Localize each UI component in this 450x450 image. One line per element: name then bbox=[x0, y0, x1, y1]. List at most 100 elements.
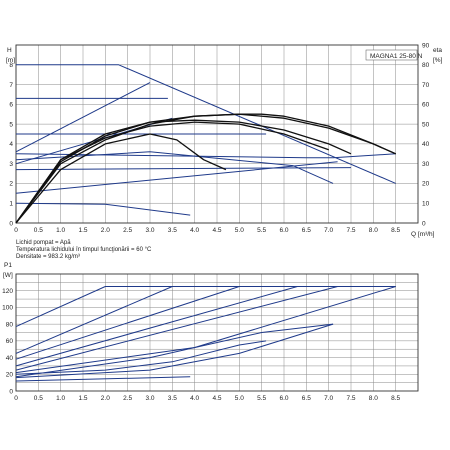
top-y2-tick-label: 10 bbox=[422, 201, 430, 208]
top-y2-tick-label: 80 bbox=[422, 62, 430, 69]
top-x-tick-label: 3.0 bbox=[145, 227, 154, 234]
top-x-label: Q [m³/h] bbox=[411, 231, 435, 238]
top-y-tick-label: 5 bbox=[9, 121, 13, 128]
top-y-tick-label: 0 bbox=[9, 220, 13, 227]
bottom-y-label: P1 bbox=[4, 262, 12, 269]
head-curve bbox=[15, 153, 396, 159]
power-curve bbox=[15, 323, 334, 378]
top-chart-series bbox=[15, 64, 396, 224]
top-y-tick-label: 1 bbox=[9, 201, 13, 208]
power-curve bbox=[15, 286, 173, 354]
top-x-tick-label: 2.0 bbox=[101, 227, 110, 234]
bottom-chart-ticks: 0 0.5 1.0 1.5 2.0 2.5 3.0 3.5 4.0 4.5 5.0 5.5 6.0 6.5… bbox=[2, 288, 400, 402]
top-x-tick-label: 5.5 bbox=[257, 227, 266, 234]
top-y-tick-label: 4 bbox=[9, 141, 13, 148]
power-curve bbox=[15, 286, 298, 367]
bottom-x-tick-label: 8.5 bbox=[391, 395, 400, 402]
bottom-x-tick-label: 0 bbox=[14, 395, 18, 402]
efficiency-curve bbox=[15, 113, 396, 224]
top-x-tick-label: 4.5 bbox=[212, 227, 221, 234]
bottom-x-tick-label: 4.0 bbox=[190, 395, 199, 402]
efficiency-curve bbox=[15, 133, 227, 224]
bottom-x-tick-label: 2.5 bbox=[123, 395, 132, 402]
power-curve bbox=[15, 376, 191, 382]
top-y2-tick-label: 20 bbox=[422, 181, 430, 188]
bottom-y-tick-label: 20 bbox=[6, 372, 14, 379]
bottom-x-tick-label: 2.0 bbox=[101, 395, 110, 402]
bottom-x-tick-label: 0.5 bbox=[34, 395, 43, 402]
top-x-tick-label: 1.0 bbox=[56, 227, 65, 234]
bottom-x-tick-label: 7.5 bbox=[346, 395, 355, 402]
top-y2-tick-label: 30 bbox=[422, 161, 430, 168]
power-curve bbox=[15, 340, 267, 375]
top-y2-tick-label: 40 bbox=[422, 141, 430, 148]
note-fluid: Lichid pompat = Apă bbox=[16, 240, 71, 246]
power-curve bbox=[15, 286, 338, 371]
note-density: Densitate = 983.2 kg/m³ bbox=[16, 254, 80, 260]
top-x-tick-label: 8.5 bbox=[391, 227, 400, 234]
bottom-y-tick-label: 60 bbox=[6, 338, 14, 345]
top-y-tick-label: 6 bbox=[9, 102, 13, 109]
top-x-tick-label: 7.5 bbox=[346, 227, 355, 234]
top-x-tick-label: 5.0 bbox=[235, 227, 244, 234]
efficiency-curve bbox=[15, 119, 352, 224]
top-y-tick-label: 2 bbox=[9, 181, 13, 188]
bottom-x-tick-label: 6.0 bbox=[279, 395, 288, 402]
top-y-tick-label: 8 bbox=[9, 62, 13, 69]
power-curve bbox=[15, 286, 396, 328]
bottom-x-tick-label: 7.0 bbox=[324, 395, 333, 402]
top-y-left-unit: [m] bbox=[6, 57, 15, 64]
bottom-y-tick-label: 40 bbox=[6, 355, 14, 362]
bottom-x-tick-label: 3.0 bbox=[145, 395, 154, 402]
bottom-x-tick-label: 6.5 bbox=[302, 395, 311, 402]
top-y2-tick-label: 90 bbox=[422, 42, 430, 49]
head-curve bbox=[15, 161, 338, 194]
bottom-chart-series bbox=[15, 286, 396, 382]
bottom-x-tick-label: 4.5 bbox=[212, 395, 221, 402]
power-curve bbox=[15, 286, 240, 360]
chart-title: MAGNA1 25-80 N bbox=[370, 53, 423, 60]
top-x-tick-label: 4.0 bbox=[190, 227, 199, 234]
head-curve bbox=[15, 151, 334, 184]
bottom-y-tick-label: 80 bbox=[6, 321, 14, 328]
bottom-x-tick-label: 3.5 bbox=[168, 395, 177, 402]
top-x-tick-label: 3.5 bbox=[168, 227, 177, 234]
top-y-right-unit: [%] bbox=[433, 57, 443, 64]
bottom-y-tick-label: 0 bbox=[9, 388, 13, 395]
bottom-x-tick-label: 1.5 bbox=[78, 395, 87, 402]
top-x-tick-label: 6.5 bbox=[302, 227, 311, 234]
head-curve bbox=[15, 167, 352, 171]
bottom-x-tick-label: 5.0 bbox=[235, 395, 244, 402]
top-y2-tick-label: 0 bbox=[422, 220, 426, 227]
top-y-left-label: H bbox=[7, 47, 12, 54]
head-curve bbox=[15, 202, 191, 216]
note-temperature: Temperatura lichidului în timpul funcţio… bbox=[16, 247, 152, 253]
power-curve bbox=[15, 323, 334, 379]
top-y2-tick-label: 70 bbox=[422, 82, 430, 89]
bottom-plot-frame bbox=[15, 273, 419, 392]
title-box bbox=[365, 49, 418, 61]
top-x-tick-label: 0 bbox=[14, 227, 18, 234]
top-y-right-label: eta bbox=[433, 47, 442, 54]
bottom-x-tick-label: 8.0 bbox=[369, 395, 378, 402]
bottom-y-tick-label: 120 bbox=[2, 288, 13, 295]
top-y2-tick-label: 50 bbox=[422, 121, 430, 128]
head-curve bbox=[15, 82, 151, 153]
top-x-tick-label: 8.0 bbox=[369, 227, 378, 234]
bottom-x-tick-label: 1.0 bbox=[56, 395, 65, 402]
top-x-tick-label: 7.0 bbox=[324, 227, 333, 234]
bottom-y-tick-label: 100 bbox=[2, 305, 13, 312]
bottom-x-tick-label: 5.5 bbox=[257, 395, 266, 402]
bottom-chart-grid bbox=[15, 273, 419, 392]
top-x-tick-label: 1.5 bbox=[78, 227, 87, 234]
top-x-tick-label: 0.5 bbox=[34, 227, 43, 234]
top-x-tick-label: 2.5 bbox=[123, 227, 132, 234]
top-y2-tick-label: 60 bbox=[422, 102, 430, 109]
top-y-tick-label: 3 bbox=[9, 161, 13, 168]
top-chart-ticks: 0 0.5 1.0 1.5 2.0 2.5 3.0 3.5 4.0 4.5 5.0 5.5 6.0 6.5… bbox=[9, 42, 429, 234]
top-x-tick-label: 6.0 bbox=[279, 227, 288, 234]
top-y-tick-label: 7 bbox=[9, 82, 13, 89]
head-curve bbox=[16, 64, 396, 184]
bottom-y-unit: [W] bbox=[3, 272, 13, 279]
